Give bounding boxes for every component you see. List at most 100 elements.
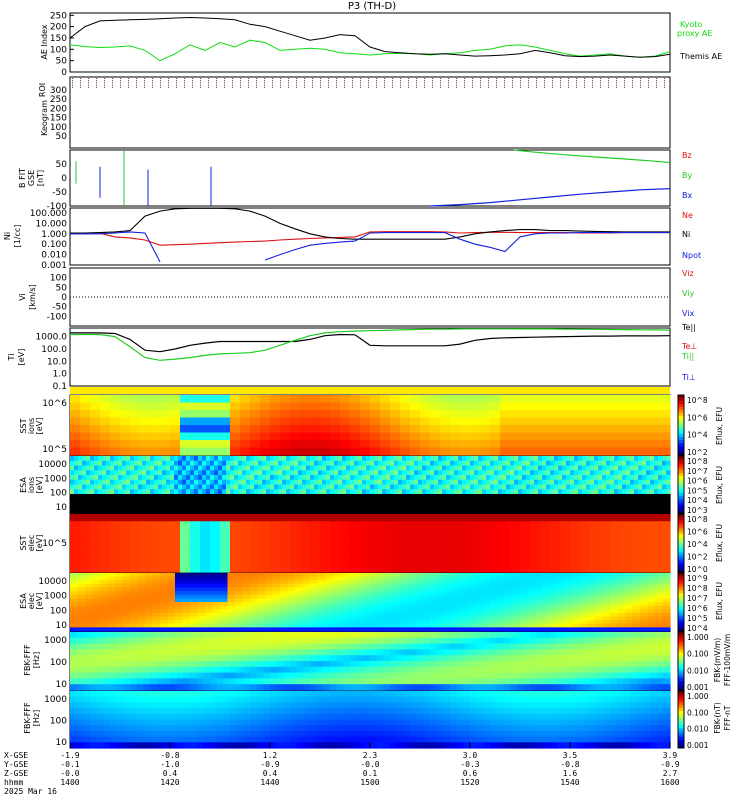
sst-ions-heatmap-cell (410, 425, 421, 434)
esa-elec-heatmap-cell (512, 602, 521, 607)
vi-axis-label-2: [km/s] (28, 284, 37, 310)
esa-ions-heatmap-cell (654, 460, 659, 467)
esa-ions-heatmap-cell (634, 470, 639, 476)
sst-elec-heatmap-cell (480, 528, 491, 537)
esa-ions-heatmap-cell (78, 503, 83, 509)
sst-ions-heatmap-cell (480, 432, 491, 441)
sst-elec-heatmap-cell (260, 550, 271, 559)
sst-ions-heatmap-cell (450, 440, 461, 449)
esa-ions-heatmap-cell (450, 484, 455, 490)
esa-ions-heatmap-cell (470, 475, 475, 481)
esa-elec-heatmap-cell (625, 576, 634, 581)
keo-roi-dot (384, 84, 385, 86)
esa-elec-heatmap-cell (505, 598, 514, 603)
esa-elec-heatmap-cell (587, 576, 596, 581)
esa-ions-heatmap-cell (406, 489, 411, 495)
esa-elec-heatmap-cell (415, 594, 424, 599)
esa-elec-heatmap-cell (212, 573, 221, 578)
esa-elec-heatmap-cell (70, 583, 79, 589)
esa-elec-heatmap-cell (250, 609, 259, 614)
esa-elec-heatmap-cell (70, 576, 79, 581)
sst-ions-heatmap-cell (570, 395, 581, 404)
sst-elec-heatmap-cell (200, 521, 211, 530)
esa-ions-heatmap-cell (418, 475, 423, 481)
esa-elec-heatmap-cell (167, 602, 176, 607)
keo-roi-dot (384, 78, 385, 79)
esa-elec-heatmap-cell (467, 609, 476, 614)
esa-elec-heatmap-cell (535, 627, 544, 632)
ti-legend-ti-perp: Ti⊥ (681, 373, 696, 382)
esa-elec-heatmap-cell (460, 605, 469, 610)
keo-roi-dot (448, 78, 449, 79)
keo-roi-dot (104, 84, 105, 86)
sst-elec-heatmap-cell (620, 550, 631, 559)
keo-ytick-label-4: 100 (50, 123, 67, 133)
sst-elec-heatmap-cell (150, 543, 161, 551)
fbk-e-heatmap-cell (110, 684, 118, 691)
esa-ions-heatmap-cell (458, 475, 463, 481)
esa-ions-heatmap-cell (138, 503, 143, 509)
esa-ions-heatmap-cell (154, 503, 159, 509)
keo-roi-dot (200, 84, 201, 86)
esa-ions-heatmap-cell (534, 484, 539, 490)
esa-elec-heatmap-cell (362, 623, 371, 628)
esa-elec-heatmap-cell (175, 623, 184, 628)
esa-elec-heatmap-cell (445, 576, 454, 581)
esa-ions-heatmap-cell (666, 456, 671, 462)
esa-elec-heatmap-cell (550, 609, 559, 614)
esa-ions-heatmap-cell (614, 470, 619, 476)
esa-elec-heatmap-cell (85, 602, 94, 607)
esa-ions-heatmap-cell (298, 460, 303, 467)
esa-ions-heatmap-cell (234, 489, 239, 495)
esa-ions-heatmap-cell (514, 456, 519, 462)
esa-ions-heatmap-cell (418, 498, 423, 505)
esa-ions-heatmap-cell (278, 470, 283, 476)
sst-ions-heatmap-cell (130, 432, 141, 441)
esa-ions-heatmap-cell (650, 456, 655, 462)
sst-elec-heatmap-cell (310, 543, 321, 551)
esa-ions-heatmap-cell (282, 489, 287, 495)
esa-ions-heatmap-cell (278, 460, 283, 467)
esa-ions-heatmap-cell (334, 470, 339, 476)
esa-ions-heatmap-cell (162, 503, 167, 509)
esa-ions-heatmap-cell (330, 503, 335, 509)
fbk-e-heatmap-cell (170, 655, 178, 662)
esa-ions-heatmap-cell (74, 475, 79, 481)
esa-elec-heatmap-cell (205, 573, 214, 578)
fbk-e-heatmap-cell (316, 632, 324, 639)
sst-elec-heatmap-cell (290, 550, 301, 559)
esa-ions-heatmap-cell (322, 465, 327, 471)
esa-ions-heatmap-cell (442, 503, 447, 509)
fbk-e-heatmap-cell (263, 661, 271, 668)
esa-ions-heatmap-cell (306, 498, 311, 505)
esa-elec-heatmap-cell (632, 605, 641, 610)
sst-ions-heatmap-cell (290, 425, 301, 434)
fbk-e-heatmap-cell (136, 678, 144, 685)
esa-elec-heatmap-cell (302, 583, 311, 589)
keo-roi-dot (168, 84, 169, 86)
esa-ions-heatmap-cell (302, 508, 307, 514)
fbk-e-heatmap-cell (110, 655, 118, 662)
fbk-e-heatmap-cell (203, 666, 211, 674)
esa-ions-heatmap-cell (346, 465, 351, 471)
esa-ions-heatmap-cell (238, 460, 243, 467)
sst-elec-heatmap-cell (590, 557, 601, 566)
esa-elec-heatmap-cell (550, 598, 559, 603)
fbk-e-heatmap-cell (236, 661, 244, 668)
esa-elec-heatmap-cell (205, 620, 214, 625)
esa-ions-heatmap-cell (494, 475, 499, 481)
sst-ions-heatmap-cell (650, 425, 661, 434)
esa-elec-heatmap-cell (287, 576, 296, 581)
esa-ions-heatmap-cell (494, 470, 499, 476)
keo-roi-dot (312, 82, 313, 84)
sst-ions-heatmap-cell (600, 410, 611, 419)
keo-roi-dot (128, 86, 129, 88)
sst-ions-heatmap-cell (660, 425, 671, 434)
esa-ions-heatmap-cell (94, 460, 99, 467)
fbk-e-heatmap-cell (203, 643, 211, 650)
fbk-e-heatmap-cell (283, 643, 291, 650)
esa-elec-heatmap-cell (580, 587, 589, 592)
esa-ions-heatmap-cell (426, 489, 431, 495)
esa-elec-heatmap-cell (70, 609, 79, 614)
sst-elec-heatmap-cell (280, 514, 291, 522)
